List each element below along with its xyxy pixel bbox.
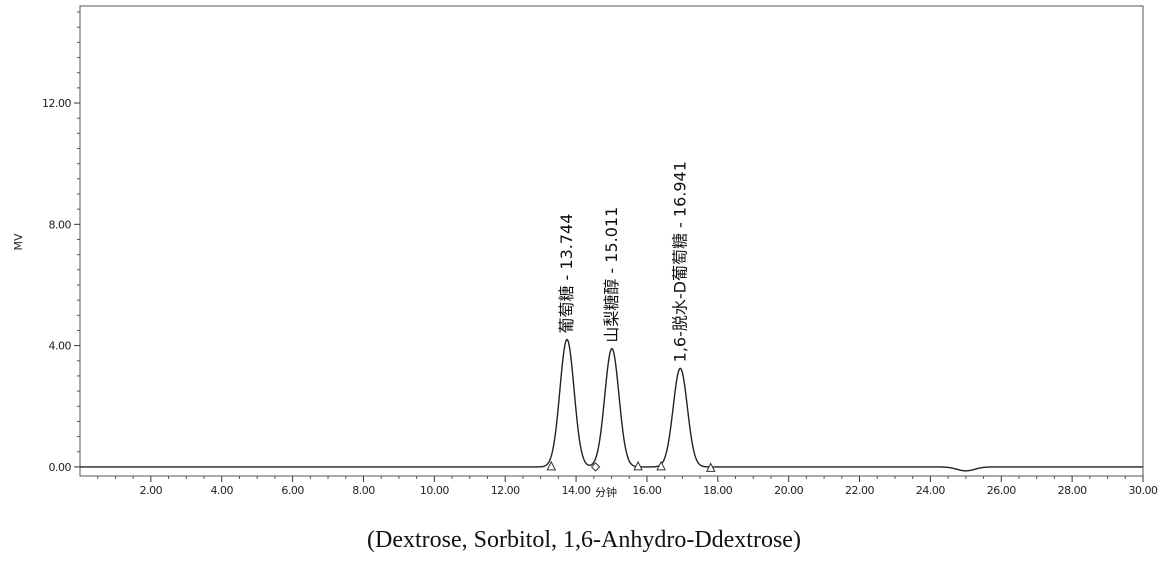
x-tick-label: 4.00 — [210, 484, 233, 497]
peak-label: 葡萄糖 - 13.744 — [557, 214, 576, 334]
y-tick-label: 8.00 — [49, 218, 72, 231]
x-tick-label: 16.00 — [632, 484, 661, 497]
integration-markers — [546, 460, 716, 472]
x-axis-title: 分钟 — [595, 485, 617, 499]
x-tick-label: 30.00 — [1129, 484, 1158, 497]
x-tick-label: 8.00 — [352, 484, 375, 497]
x-tick-label: 22.00 — [845, 484, 874, 497]
minor-ticks — [77, 11, 1126, 479]
x-tick-label: 10.00 — [420, 484, 449, 497]
integration-marker-triangle — [633, 460, 643, 471]
integration-marker-triangle — [546, 460, 557, 471]
integration-marker-triangle — [656, 460, 666, 471]
x-tick-label: 6.00 — [281, 484, 304, 497]
x-tick-label: 14.00 — [562, 484, 591, 497]
chromatogram-chart: 2.00 4.00 6.00 8.00 10.00 12.00 14.00 16.00 18.0… — [12, 5, 1158, 499]
chromatogram-trace — [80, 338, 1143, 472]
y-axis-title: MV — [12, 233, 25, 250]
x-tick-label: 20.00 — [774, 484, 803, 497]
peak-labels: 葡萄糖 - 13.744 山梨糖醇 - 15.011 1,6-脱水-D葡萄糖 - 1… — [557, 161, 689, 362]
peak-label: 1,6-脱水-D葡萄糖 - 16.941 — [670, 161, 689, 362]
x-tick-label: 12.00 — [491, 484, 520, 497]
y-axis-ticks: 0.00 4.00 8.00 12.00 — [42, 97, 80, 474]
figure-caption: (Dextrose, Sorbitol, 1,6-Anhydro-Ddextro… — [367, 527, 801, 553]
integration-marker-triangle — [705, 462, 716, 472]
x-axis-ticks: 2.00 4.00 6.00 8.00 10.00 12.00 14.00 16.00 18.0… — [140, 476, 1158, 497]
x-tick-label: 28.00 — [1058, 484, 1087, 497]
x-tick-label: 18.00 — [703, 484, 732, 497]
x-tick-label: 26.00 — [987, 484, 1016, 497]
integration-marker-diamond — [590, 462, 601, 472]
y-tick-label: 12.00 — [42, 97, 71, 110]
peak-label: 山梨糖醇 - 15.011 — [602, 207, 621, 343]
x-tick-label: 24.00 — [916, 484, 945, 497]
x-tick-label: 2.00 — [140, 484, 163, 497]
y-tick-label: 0.00 — [49, 461, 72, 474]
y-tick-label: 4.00 — [49, 340, 72, 353]
